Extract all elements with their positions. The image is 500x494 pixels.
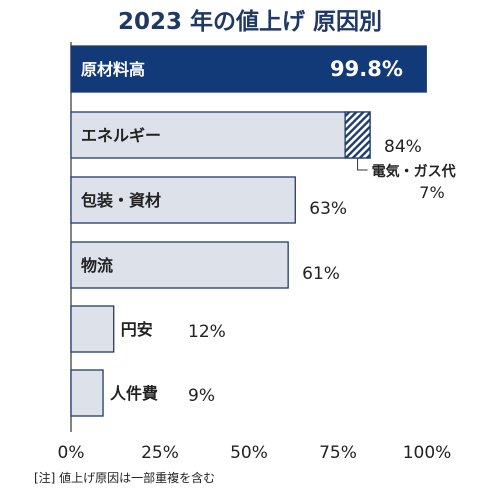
bar-4: [70, 305, 115, 353]
bars-group: 原材料高 99.8% エネルギー 84% 包装・資材 63% 物流 61% 円安 12% 人件費 9%…: [70, 45, 456, 417]
value-label-3: 61%: [302, 264, 340, 284]
bar-0: [70, 45, 427, 93]
x-tick-label-3: 75%: [319, 443, 357, 463]
value-label-2: 63%: [309, 199, 347, 219]
x-tick-label-1: 25%: [141, 443, 179, 463]
sub-segment-bar: [344, 111, 371, 159]
x-tick-label-0: 0%: [58, 443, 85, 463]
category-label-5: 人件費: [110, 384, 158, 403]
category-label-0: 原材料高: [81, 60, 145, 79]
category-label-2: 包装・資材: [81, 191, 161, 210]
chart-title: 2023 年の値上げ 原因別: [118, 8, 382, 35]
x-tick-label-2: 50%: [230, 443, 268, 463]
category-label-1: エネルギー: [81, 126, 161, 145]
category-label-4: 円安: [121, 320, 153, 339]
chart-note: [注] 値上げ原因は一部重複を含む: [34, 470, 215, 485]
bar-3: [70, 241, 289, 289]
value-label-1: 84%: [384, 137, 422, 157]
value-label-5: 9%: [188, 386, 215, 406]
bar-2: [70, 176, 296, 224]
bar-1: [70, 111, 371, 159]
sub-segment-leader: [357, 158, 368, 171]
category-label-3: 物流: [81, 256, 113, 275]
value-label-0: 99.8%: [330, 57, 403, 81]
x-tick-label-4: 100%: [403, 443, 452, 463]
value-label-4: 12%: [188, 322, 226, 342]
x-axis-ticks: 0% 25% 50% 75% 100%: [58, 443, 452, 463]
bar-5: [70, 369, 104, 417]
sub-segment-value: 7%: [419, 183, 444, 202]
sub-segment-name: 電気・ガス代: [372, 163, 456, 180]
